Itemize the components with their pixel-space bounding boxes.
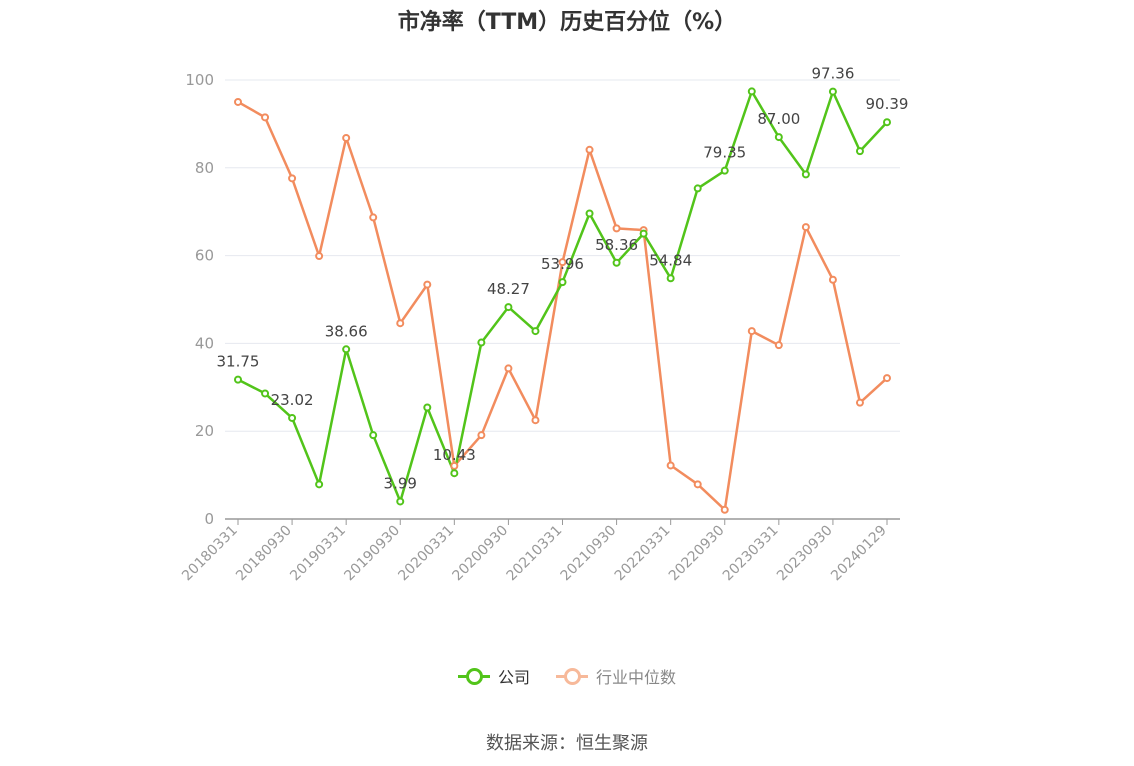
x-tick-label: 20190930 <box>341 523 403 585</box>
x-tick-label: 20180331 <box>179 523 241 585</box>
data-point-industry-median <box>828 275 837 284</box>
data-point-industry-median <box>477 431 486 440</box>
data-label: 90.39 <box>866 95 909 113</box>
y-tick-label: 20 <box>195 422 214 440</box>
data-point-company <box>585 209 594 218</box>
grid-lines <box>225 79 900 432</box>
data-label: 87.00 <box>757 110 800 128</box>
x-tick-label: 20180930 <box>233 523 295 585</box>
data-point-industry-median <box>883 374 891 383</box>
data-point-company <box>396 497 405 506</box>
data-point-industry-median <box>450 461 459 470</box>
legend-line-icon <box>556 667 588 685</box>
data-label: 23.02 <box>271 391 314 409</box>
data-point-industry-median <box>234 97 242 106</box>
data-point-company <box>369 431 378 440</box>
data-point-company <box>666 274 675 283</box>
data-point-industry-median <box>396 319 405 328</box>
data-label: 38.66 <box>325 322 368 340</box>
legend-item-industry-median[interactable]: 行业中位数 <box>556 664 676 688</box>
data-point-company <box>774 133 783 142</box>
legend-label-company: 公司 <box>497 668 530 687</box>
data-point-industry-median <box>342 133 351 142</box>
x-tick-label: 20200930 <box>450 523 512 585</box>
data-label: 48.27 <box>487 280 530 298</box>
y-tick-label: 60 <box>195 247 214 265</box>
data-point-industry-median <box>693 480 702 489</box>
data-point-industry-median <box>747 327 756 336</box>
data-points <box>234 87 891 514</box>
data-label: 79.35 <box>703 144 746 162</box>
data-point-company <box>801 170 810 179</box>
data-point-industry-median <box>774 341 783 350</box>
data-point-industry-median <box>612 224 621 233</box>
data-point-company <box>639 229 648 238</box>
legend-item-company[interactable]: 公司 <box>457 664 530 688</box>
y-tick-label: 100 <box>185 71 214 89</box>
data-label: 31.75 <box>217 353 260 371</box>
data-point-industry-median <box>558 258 567 267</box>
data-point-industry-median <box>531 416 540 425</box>
data-point-company <box>477 338 486 347</box>
data-point-company <box>693 184 702 193</box>
data-label: 3.99 <box>384 474 417 492</box>
data-point-industry-median <box>369 213 378 222</box>
data-point-industry-median <box>720 505 729 514</box>
data-point-industry-median <box>855 398 864 407</box>
data-point-company <box>828 87 837 96</box>
chart-title: 市净率（TTM）历史百分位（%） <box>397 10 737 35</box>
series-lines <box>237 90 888 512</box>
data-point-industry-median <box>801 223 810 232</box>
data-point-company <box>720 166 729 175</box>
data-point-industry-median <box>504 364 513 373</box>
data-point-industry-median <box>288 174 297 183</box>
legend: 公司 行业中位数 <box>0 664 1134 688</box>
data-point-industry-median <box>423 280 432 289</box>
data-point-industry-median <box>315 252 324 261</box>
x-tick-label: 20210331 <box>504 523 566 585</box>
source-note: 数据来源：恒生聚源 <box>486 733 648 754</box>
x-tick-label: 20240129 <box>828 523 890 585</box>
legend-label-industry-median: 行业中位数 <box>596 668 677 687</box>
data-point-company <box>342 345 351 354</box>
data-point-company <box>315 480 324 489</box>
axes: 0 20 40 60 80 100 2018033120180930201903312019… <box>179 71 900 584</box>
y-tick-label: 40 <box>195 334 214 352</box>
data-point-industry-median <box>261 113 270 122</box>
data-point-company <box>450 469 459 478</box>
data-point-company <box>261 389 270 398</box>
x-tick-label: 20200331 <box>395 523 457 585</box>
data-point-company <box>612 258 621 267</box>
y-tick-label: 80 <box>195 159 214 177</box>
x-tick-label: 20220930 <box>666 523 728 585</box>
data-point-company <box>855 147 864 156</box>
x-tick-label: 20230930 <box>774 523 836 585</box>
data-point-company <box>234 375 242 384</box>
data-point-company <box>504 303 513 312</box>
data-label: 54.84 <box>649 251 692 269</box>
data-point-company <box>423 403 432 412</box>
data-point-industry-median <box>585 145 594 154</box>
data-labels: 31.75 23.02 38.66 3.99 10.43 48.27 53.96 58.36 5… <box>217 65 909 493</box>
data-point-company <box>558 278 567 287</box>
x-tick-label: 20230331 <box>720 523 782 585</box>
y-tick-label: 0 <box>204 510 214 528</box>
legend-line-icon <box>457 667 490 685</box>
data-point-industry-median <box>666 461 675 470</box>
data-label: 10.43 <box>433 446 476 464</box>
data-point-company <box>288 413 297 422</box>
data-point-company <box>747 87 756 96</box>
x-tick-label: 20220331 <box>612 523 674 585</box>
data-point-company <box>531 327 540 336</box>
x-tick-label: 20190331 <box>287 523 349 585</box>
series-line-industry-median <box>237 100 888 512</box>
data-label: 53.96 <box>541 255 584 273</box>
data-point-company <box>883 118 891 127</box>
x-tick-label: 20210930 <box>558 523 620 585</box>
data-label: 97.36 <box>811 65 854 83</box>
data-label: 58.36 <box>595 236 638 254</box>
